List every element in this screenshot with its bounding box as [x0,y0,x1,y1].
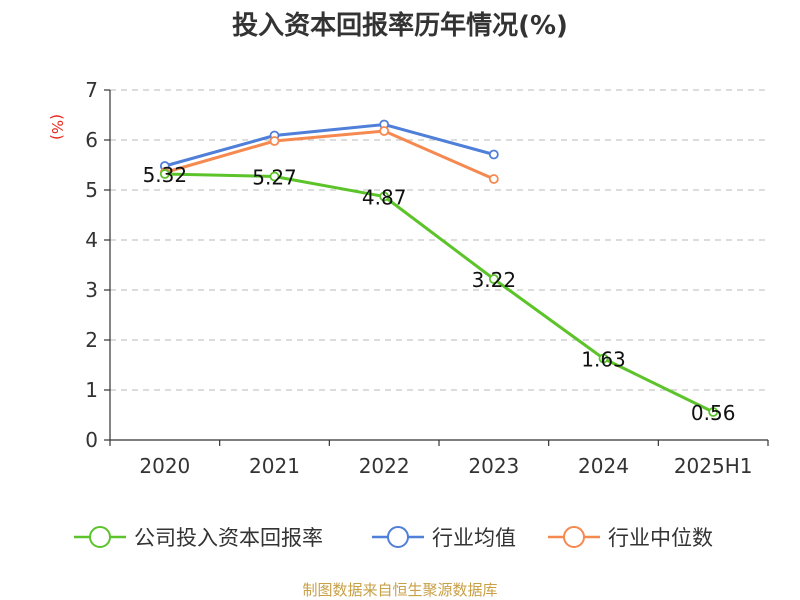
y-tick-label: 2 [85,328,98,352]
data-point [269,171,280,182]
legend-swatch-marker [387,526,409,548]
data-label: 3.22 [472,268,517,292]
y-tick-label: 1 [85,378,98,402]
y-tick-label: 3 [85,278,98,302]
chart-title: 投入资本回报率历年情况(%) [232,10,568,41]
x-tick-label: 2020 [139,454,190,478]
x-tick-label: 2025H1 [674,454,753,478]
gridlines [110,89,768,391]
legend-label: 行业中位数 [608,526,713,550]
x-tick-label: 2023 [468,454,519,478]
legend-swatch-marker [563,526,585,548]
data-point [379,191,390,202]
y-tick-label: 4 [85,228,98,252]
series-line-2 [164,129,495,181]
data-point [379,126,390,136]
x-tick-label: 2021 [249,454,300,478]
legend-item-0[interactable]: 公司投入资本回报率 [74,526,323,550]
data-label: 0.56 [691,401,736,425]
legend-label: 行业均值 [432,526,516,550]
data-point [708,407,719,417]
y-tick-label: 6 [85,128,98,152]
series-lines [159,119,719,417]
legend-label: 公司投入资本回报率 [134,526,323,550]
x-tick-label: 2022 [359,454,410,478]
y-tick-label: 0 [85,428,98,452]
legend: 公司投入资本回报率 行业均值 行业中位数 [74,526,713,550]
data-label: 1.63 [581,348,626,372]
series-line-0 [164,172,714,414]
data-label: 4.87 [362,186,407,210]
y-axis-unit-label: (%) [48,114,66,140]
y-tick-label: 7 [85,78,98,102]
legend-item-2[interactable]: 行业中位数 [548,526,713,550]
data-point [488,149,499,160]
data-point [488,274,499,284]
y-tick-label: 5 [85,178,98,202]
data-label: 5.27 [252,166,297,190]
data-point [269,136,280,146]
axes: 0 1 2 3 4 5 6 7 2020 2021 2022 2023 2024 2025H1 [85,78,769,478]
data-point [598,353,609,364]
data-point [488,174,499,184]
source-note: 制图数据来自恒生聚源数据库 [302,581,497,599]
legend-item-1[interactable]: 行业均值 [372,526,516,550]
series-line-1 [164,123,495,168]
data-label: 5.32 [143,163,188,187]
x-tick-label: 2024 [578,454,629,478]
data-point [159,169,170,179]
legend-swatch-marker [89,526,111,548]
data-labels: 5.32 5.27 4.87 3.22 1.63 0.56 [143,163,736,425]
